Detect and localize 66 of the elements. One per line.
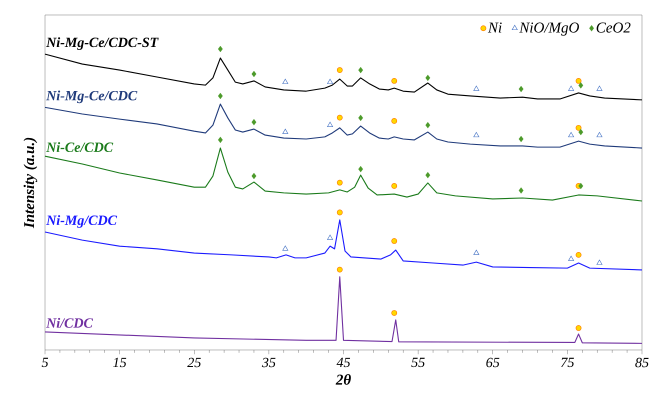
series-label: Ni-Mg/CDC [46, 215, 118, 228]
point [358, 166, 364, 172]
point [596, 260, 602, 265]
x-tick-label: 55 [411, 358, 425, 368]
x-axis-title: 2θ [336, 374, 351, 385]
point [336, 210, 343, 216]
x-tick-label: 35 [262, 358, 276, 368]
series-label: Ni/CDC [46, 318, 94, 328]
point [576, 78, 582, 84]
point [358, 114, 364, 122]
point [518, 136, 524, 142]
point [252, 70, 256, 78]
legend-label: CeO2 [596, 22, 630, 33]
point [336, 180, 343, 186]
point [218, 46, 223, 52]
point [327, 122, 333, 127]
point [252, 118, 256, 126]
point [568, 132, 574, 138]
point [518, 86, 524, 92]
point [596, 132, 602, 138]
x-tick-label: 5 [42, 358, 48, 368]
point [578, 128, 584, 136]
point [282, 78, 288, 84]
point [576, 124, 582, 131]
point [391, 310, 398, 316]
point [568, 256, 574, 261]
x-tick-label: 75 [561, 358, 574, 368]
x-tick-label: 25 [187, 358, 201, 368]
x-tick-label: 15 [113, 358, 126, 368]
legend-label: Ni [488, 22, 502, 32]
series-label: Ni-Mg-Ce/CDC-ST [46, 37, 159, 50]
x-tick-label: 65 [486, 358, 500, 368]
point [473, 132, 480, 138]
series-label: Ni-Ce/CDC [46, 142, 114, 152]
point [391, 183, 398, 189]
point [576, 252, 582, 258]
point [336, 67, 343, 73]
point [327, 78, 333, 84]
point [425, 74, 430, 82]
point [425, 122, 430, 128]
point [391, 78, 398, 84]
point [578, 182, 584, 190]
point [425, 172, 430, 178]
y-axis-title: Intensity (a.u.) [24, 138, 38, 228]
point [568, 86, 574, 91]
point [218, 136, 223, 144]
point [578, 82, 584, 89]
point [358, 66, 364, 74]
legend-label: NiO/MgO [519, 22, 579, 36]
point [473, 86, 480, 91]
series-label: Ni-Mg-Ce/CDC [46, 90, 138, 104]
point [336, 266, 343, 273]
point [282, 128, 288, 134]
point [596, 86, 602, 91]
point [282, 246, 288, 251]
point [252, 172, 256, 180]
point [218, 92, 223, 100]
point [518, 187, 524, 194]
x-tick-label: 85 [635, 358, 649, 368]
point [327, 234, 333, 240]
point [473, 250, 480, 255]
point [391, 238, 398, 244]
point [576, 325, 582, 331]
point [391, 118, 398, 124]
point [336, 114, 343, 121]
x-tick-label: 45 [336, 358, 350, 368]
